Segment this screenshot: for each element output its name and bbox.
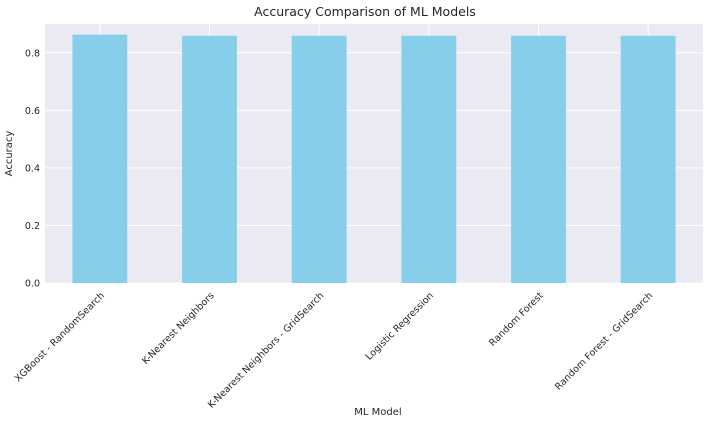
x-tick-label: K-Nearest Neighbors - GridSearch [206, 290, 326, 410]
x-tick-label: Random Forest [487, 290, 546, 349]
y-tick-label: 0.4 [25, 163, 40, 174]
y-ticks: 0.0 0.2 0.4 0.6 0.8 [25, 48, 40, 289]
y-axis-label: Accuracy [4, 131, 15, 177]
x-tick-label: Random Forest - GridSearch [553, 290, 655, 392]
bar [182, 35, 237, 283]
y-tick-label: 0.0 [25, 279, 40, 290]
y-tick-label: 0.2 [25, 221, 40, 232]
chart-title: Accuracy Comparison of ML Models [254, 4, 476, 19]
bar [511, 35, 566, 283]
bar [72, 34, 128, 283]
x-axis-label: ML Model [354, 407, 401, 418]
x-tick-label: Logistic Regression [364, 290, 436, 362]
y-tick-label: 0.8 [25, 48, 40, 59]
bars-layer [72, 34, 676, 283]
x-ticks: XGBoost - RandomSearch K-Nearest Neighbor… [13, 290, 655, 410]
bar [291, 35, 347, 283]
plot-area [45, 24, 703, 283]
x-tick-label: K-Nearest Neighbors [140, 290, 216, 366]
bar [401, 35, 457, 283]
x-tick-label: XGBoost - RandomSearch [13, 290, 107, 384]
y-tick-label: 0.6 [25, 106, 40, 117]
bar [620, 35, 676, 283]
